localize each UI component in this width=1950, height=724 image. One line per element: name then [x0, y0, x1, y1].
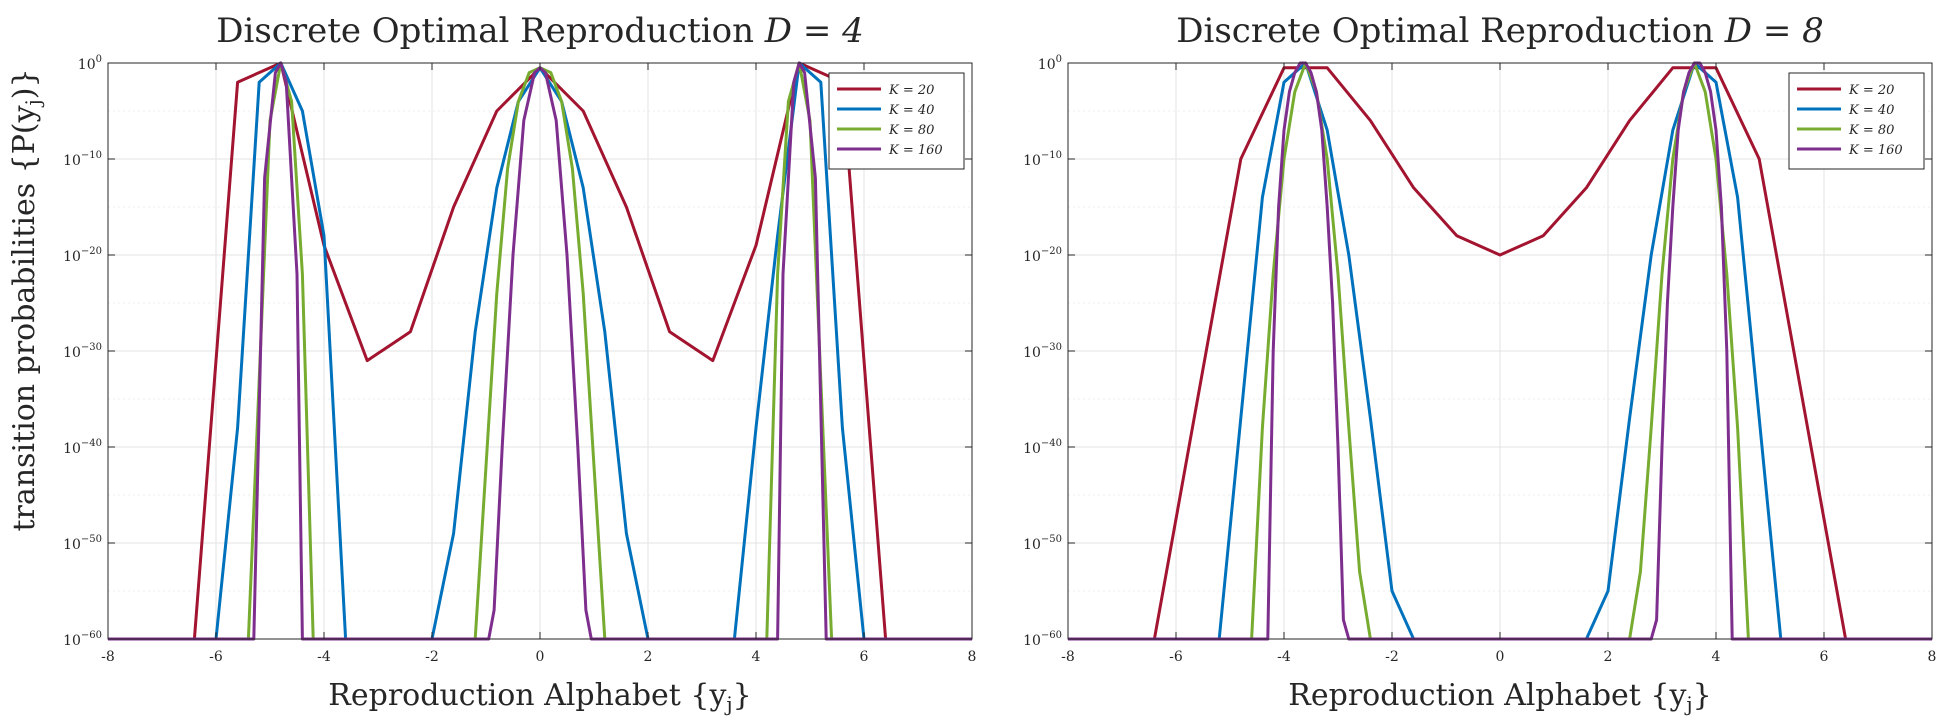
x-tick-label: 4	[1712, 649, 1721, 665]
x-tick-label: 6	[1820, 649, 1829, 665]
y-tick-label: 10−30	[1023, 342, 1062, 361]
chart-title-var: D = 4	[764, 11, 864, 51]
y-tick-label: 100	[78, 54, 102, 73]
chart-panel-d4: Discrete Optimal Reproduction D = 4 -8 -6…	[63, 11, 976, 716]
legend-label: K = 40	[1848, 103, 1894, 118]
x-tick-label: 2	[1604, 649, 1613, 665]
y-tick-label: 10−10	[1023, 150, 1062, 169]
legend-label: K = 20	[888, 83, 934, 98]
legend-label: K = 40	[888, 103, 934, 118]
y-tick-label: 10−60	[63, 630, 102, 649]
x-tick-label: -4	[1277, 649, 1291, 665]
x-axis-label: Reproduction Alphabet {yj}	[1288, 678, 1711, 716]
x-tick-label: 4	[752, 649, 761, 665]
y-tick-label: 100	[1038, 54, 1062, 73]
x-tick-label: -8	[1061, 649, 1075, 665]
y-tick-label: 10−20	[63, 246, 102, 265]
xlabel-sub: j	[724, 692, 732, 716]
figure: transition probabilities {P(yj)} Discret…	[0, 0, 1950, 720]
x-tick-label: 8	[1928, 649, 1937, 665]
x-tick-label: 6	[860, 649, 869, 665]
y-tick-label: 10−40	[63, 438, 102, 457]
chart-title: Discrete Optimal Reproduction D = 4	[216, 11, 864, 51]
y-tick-label: 10−50	[1023, 534, 1062, 553]
legend-label: K = 160	[888, 143, 943, 158]
chart-title-var: D = 8	[1724, 11, 1824, 51]
x-tick-label: -6	[1169, 649, 1183, 665]
chart-title-main: Discrete Optimal Reproduction	[216, 11, 765, 51]
x-tick-label: -6	[209, 649, 223, 665]
x-tick-label: -2	[1385, 649, 1399, 665]
legend: K = 20 K = 40 K = 80 K = 160	[1789, 73, 1924, 169]
x-axis-label: Reproduction Alphabet {yj}	[328, 678, 751, 716]
y-tick-label: 10−40	[1023, 438, 1062, 457]
x-tick-label: 8	[968, 649, 977, 665]
xlabel-end: }	[733, 678, 752, 713]
ylabel-end: )}	[7, 68, 42, 99]
x-tick-label: 2	[644, 649, 653, 665]
x-tick-label: 0	[1496, 649, 1505, 665]
legend-label: K = 160	[1848, 143, 1903, 158]
legend-label: K = 80	[888, 123, 934, 138]
y-tick-label: 10−10	[63, 150, 102, 169]
svg-text:transition probabilities {P(yj: transition probabilities {P(yj)}	[7, 68, 45, 531]
y-tick-label: 10−20	[1023, 246, 1062, 265]
y-axis-label: transition probabilities {P(yj)}	[7, 68, 45, 531]
legend-label: K = 80	[1848, 123, 1894, 138]
ylabel-main: transition probabilities {P(y	[7, 105, 42, 531]
xlabel-main: Reproduction Alphabet {y	[1288, 678, 1686, 713]
x-tick-label: -8	[101, 649, 115, 665]
legend: K = 20 K = 40 K = 80 K = 160	[829, 73, 964, 169]
x-tick-label: -4	[317, 649, 331, 665]
xlabel-end: }	[1693, 678, 1712, 713]
chart-panel-d8: Discrete Optimal Reproduction D = 8 -8 -6…	[1023, 11, 1936, 716]
xlabel-sub: j	[1684, 692, 1692, 716]
x-tick-label: 0	[536, 649, 545, 665]
legend-label: K = 20	[1848, 83, 1894, 98]
xlabel-main: Reproduction Alphabet {y	[328, 678, 726, 713]
y-tick-label: 10−50	[63, 534, 102, 553]
chart-title-main: Discrete Optimal Reproduction	[1176, 11, 1725, 51]
x-tick-label: -2	[425, 649, 439, 665]
y-tick-label: 10−60	[1023, 630, 1062, 649]
chart-title: Discrete Optimal Reproduction D = 8	[1176, 11, 1824, 51]
ylabel-sub: j	[21, 99, 45, 107]
y-tick-label: 10−30	[63, 342, 102, 361]
